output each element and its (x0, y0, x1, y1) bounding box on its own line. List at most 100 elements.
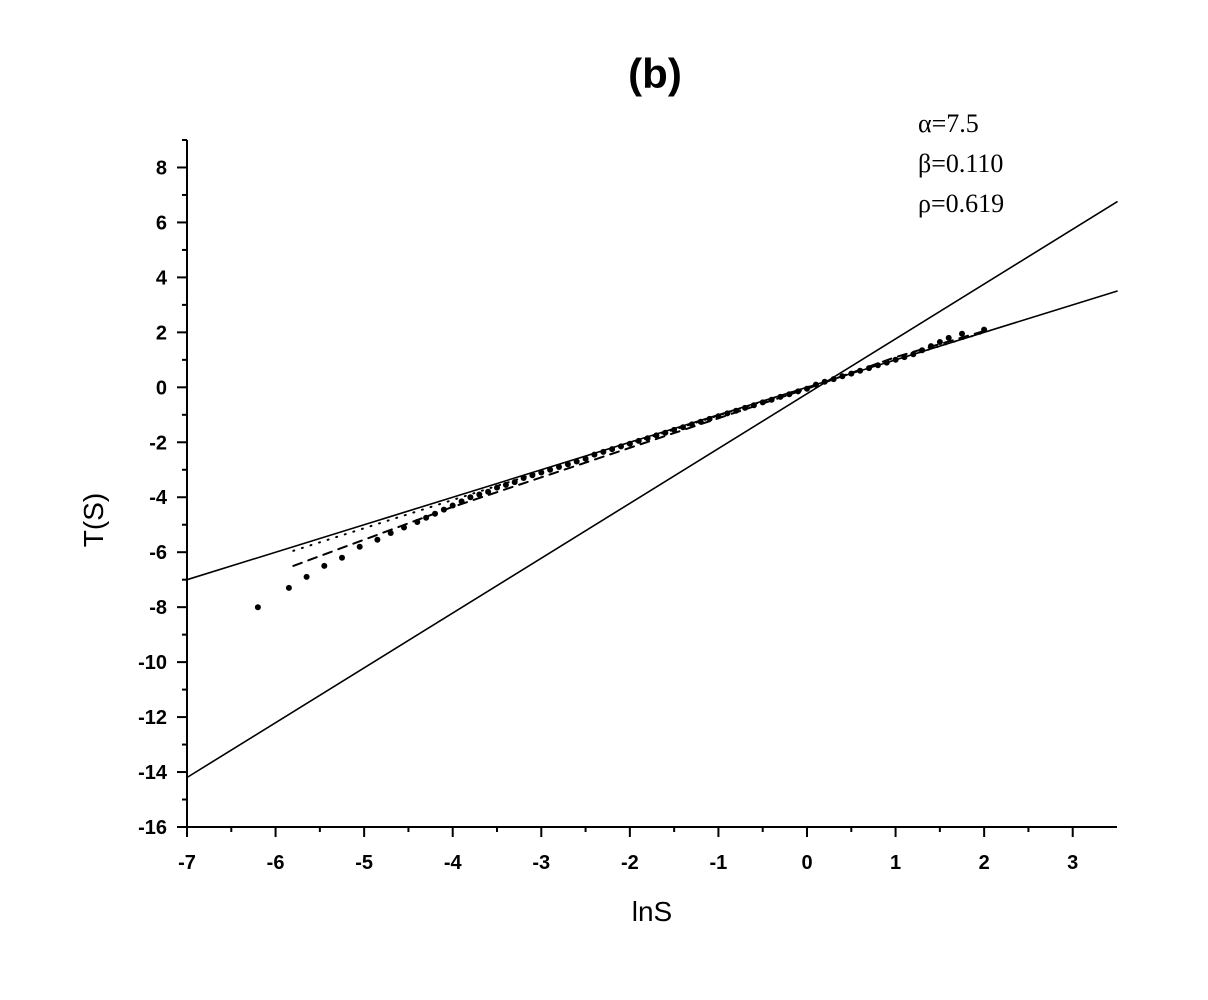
data-point (786, 391, 793, 398)
chart-title: (b) (628, 50, 682, 97)
data-point (600, 448, 607, 455)
x-axis-title: lnS (632, 896, 672, 927)
data-point (449, 502, 456, 509)
data-point (387, 530, 394, 536)
data-point (919, 347, 926, 354)
annotation-rho: ρ=0.619 (918, 189, 1004, 218)
y-tick-label: 6 (156, 212, 167, 234)
data-point (635, 437, 642, 444)
data-point (538, 469, 545, 476)
data-point (494, 484, 500, 491)
data-point (520, 475, 527, 481)
data-point (303, 573, 310, 580)
data-point (254, 604, 261, 611)
x-tick-label: -1 (710, 852, 728, 874)
data-point (644, 435, 651, 442)
data-point (356, 543, 363, 550)
annotation-alpha: α=7.5 (918, 109, 979, 138)
data-point (733, 407, 740, 414)
series-line-solid-0 (186, 201, 1118, 779)
data-point (440, 506, 447, 513)
data-point (812, 381, 819, 388)
data-point (432, 510, 438, 517)
data-point (680, 424, 686, 431)
data-point (502, 481, 509, 488)
x-tick-label: -4 (444, 852, 463, 874)
y-tick-label: -14 (138, 762, 168, 784)
data-point (321, 562, 328, 569)
x-tick-label: 2 (979, 852, 990, 874)
data-point (564, 461, 571, 468)
data-point (423, 514, 430, 521)
data-point (706, 415, 713, 422)
plot-area (186, 201, 1118, 779)
data-point (339, 554, 345, 561)
x-tick-label: 3 (1067, 852, 1078, 874)
data-point (892, 356, 899, 363)
x-tick-label: 0 (801, 852, 812, 874)
x-ticks: -7 -6 -5 -4 -3 -2 -1 0 1 2 3 (178, 827, 1078, 874)
data-point (688, 421, 695, 428)
data-point (804, 385, 810, 392)
data-point (458, 498, 465, 505)
data-point (795, 388, 802, 395)
data-point (547, 466, 554, 473)
y-tick-label: -12 (138, 707, 167, 729)
data-point (959, 330, 965, 337)
data-point (715, 413, 722, 420)
y-tick-label: -16 (138, 817, 167, 839)
data-point (285, 584, 292, 591)
data-point (467, 494, 474, 501)
data-point (609, 446, 616, 453)
data-point (591, 451, 598, 458)
data-point (671, 426, 678, 433)
data-point (901, 354, 908, 361)
data-point (839, 373, 846, 380)
data-point (662, 429, 669, 436)
data-point (750, 402, 757, 409)
y-ticks: -16 -14 -12 -10 -8 -6 -4 -2 0 2 4 6 8 (138, 139, 187, 839)
y-tick-label: 4 (156, 267, 168, 289)
y-tick-label: -2 (149, 432, 167, 454)
data-point (945, 334, 952, 341)
data-point (759, 399, 766, 406)
data-point (936, 339, 943, 345)
data-point (981, 326, 988, 333)
x-tick-label: 1 (890, 852, 901, 874)
data-point (626, 440, 633, 447)
data-point (874, 362, 881, 369)
data-point (414, 519, 421, 525)
data-point (529, 472, 536, 479)
y-axis-title: T(S) (78, 493, 109, 547)
y-tick-label: -8 (149, 597, 167, 619)
data-point (374, 536, 381, 543)
data-point (724, 410, 731, 417)
data-point (582, 455, 589, 462)
data-point (928, 343, 934, 350)
data-point (511, 479, 518, 486)
y-tick-label: -10 (138, 652, 167, 674)
data-point (476, 491, 483, 498)
series-line-dotted-2 (292, 331, 986, 552)
points-layer (254, 326, 988, 611)
y-tick-label: -6 (149, 542, 167, 564)
data-point (821, 378, 828, 385)
y-tick-label: 0 (156, 377, 167, 399)
data-point (910, 351, 917, 358)
data-point (857, 367, 864, 374)
x-tick-label: -3 (532, 852, 550, 874)
data-point (866, 365, 872, 372)
data-point (768, 396, 775, 403)
data-point (573, 458, 580, 465)
y-tick-label: 2 (156, 322, 167, 344)
data-point (401, 524, 407, 531)
x-tick-label: -6 (267, 852, 285, 874)
data-point (883, 359, 890, 366)
data-point (556, 464, 562, 470)
data-point (777, 393, 784, 400)
data-point (830, 376, 837, 383)
x-tick-label: -2 (621, 852, 639, 874)
x-tick-label: -7 (178, 852, 196, 874)
